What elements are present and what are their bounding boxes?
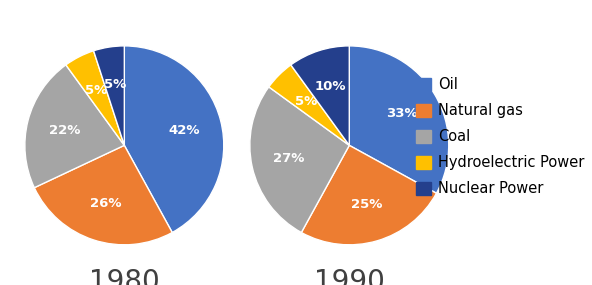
Text: 33%: 33% bbox=[387, 107, 418, 121]
Title: 1990: 1990 bbox=[314, 268, 385, 285]
Text: 5%: 5% bbox=[295, 95, 317, 108]
Text: 5%: 5% bbox=[85, 84, 108, 97]
Text: 22%: 22% bbox=[49, 123, 81, 137]
Wedge shape bbox=[66, 51, 124, 145]
Wedge shape bbox=[34, 145, 172, 245]
Wedge shape bbox=[250, 87, 349, 233]
Text: 42%: 42% bbox=[168, 123, 200, 137]
Wedge shape bbox=[94, 46, 124, 145]
Legend: Oil, Natural gas, Coal, Hydroelectric Power, Nuclear Power: Oil, Natural gas, Coal, Hydroelectric Po… bbox=[416, 78, 585, 196]
Wedge shape bbox=[269, 65, 349, 145]
Text: 27%: 27% bbox=[274, 152, 305, 165]
Wedge shape bbox=[124, 46, 224, 233]
Title: 1980: 1980 bbox=[89, 268, 160, 285]
Wedge shape bbox=[291, 46, 349, 145]
Text: 26%: 26% bbox=[89, 198, 121, 211]
Wedge shape bbox=[349, 46, 449, 193]
Text: 5%: 5% bbox=[104, 78, 126, 91]
Text: 25%: 25% bbox=[351, 198, 382, 211]
Wedge shape bbox=[301, 145, 436, 245]
Wedge shape bbox=[25, 65, 124, 188]
Text: 10%: 10% bbox=[314, 80, 346, 93]
